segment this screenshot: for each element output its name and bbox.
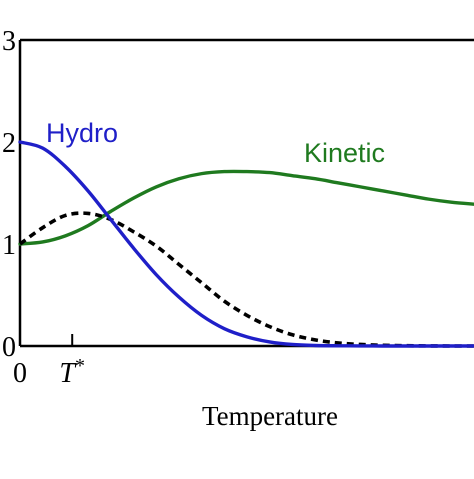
hydro-series-line [18, 140, 474, 348]
kinetic-series-line [18, 169, 474, 246]
x-axis-title: Temperature [202, 401, 338, 431]
y-tick-label: 0 [2, 332, 16, 363]
x-tick-label: T* [59, 355, 85, 389]
tick-layer: 0 1 2 3 0 T* [2, 26, 85, 389]
kinetic-series-label: Kinetic [304, 138, 385, 168]
dashed-series-line [18, 211, 474, 348]
y-tick-label: 3 [2, 26, 16, 57]
y-tick-label: 2 [2, 128, 16, 159]
y-tick-label: 1 [2, 230, 16, 261]
series-layer [18, 140, 474, 348]
hydro-series-label: Hydro [46, 118, 118, 148]
label-layer: Hydro Kinetic Temperature [46, 118, 385, 431]
x-tick-label: 0 [13, 358, 27, 389]
